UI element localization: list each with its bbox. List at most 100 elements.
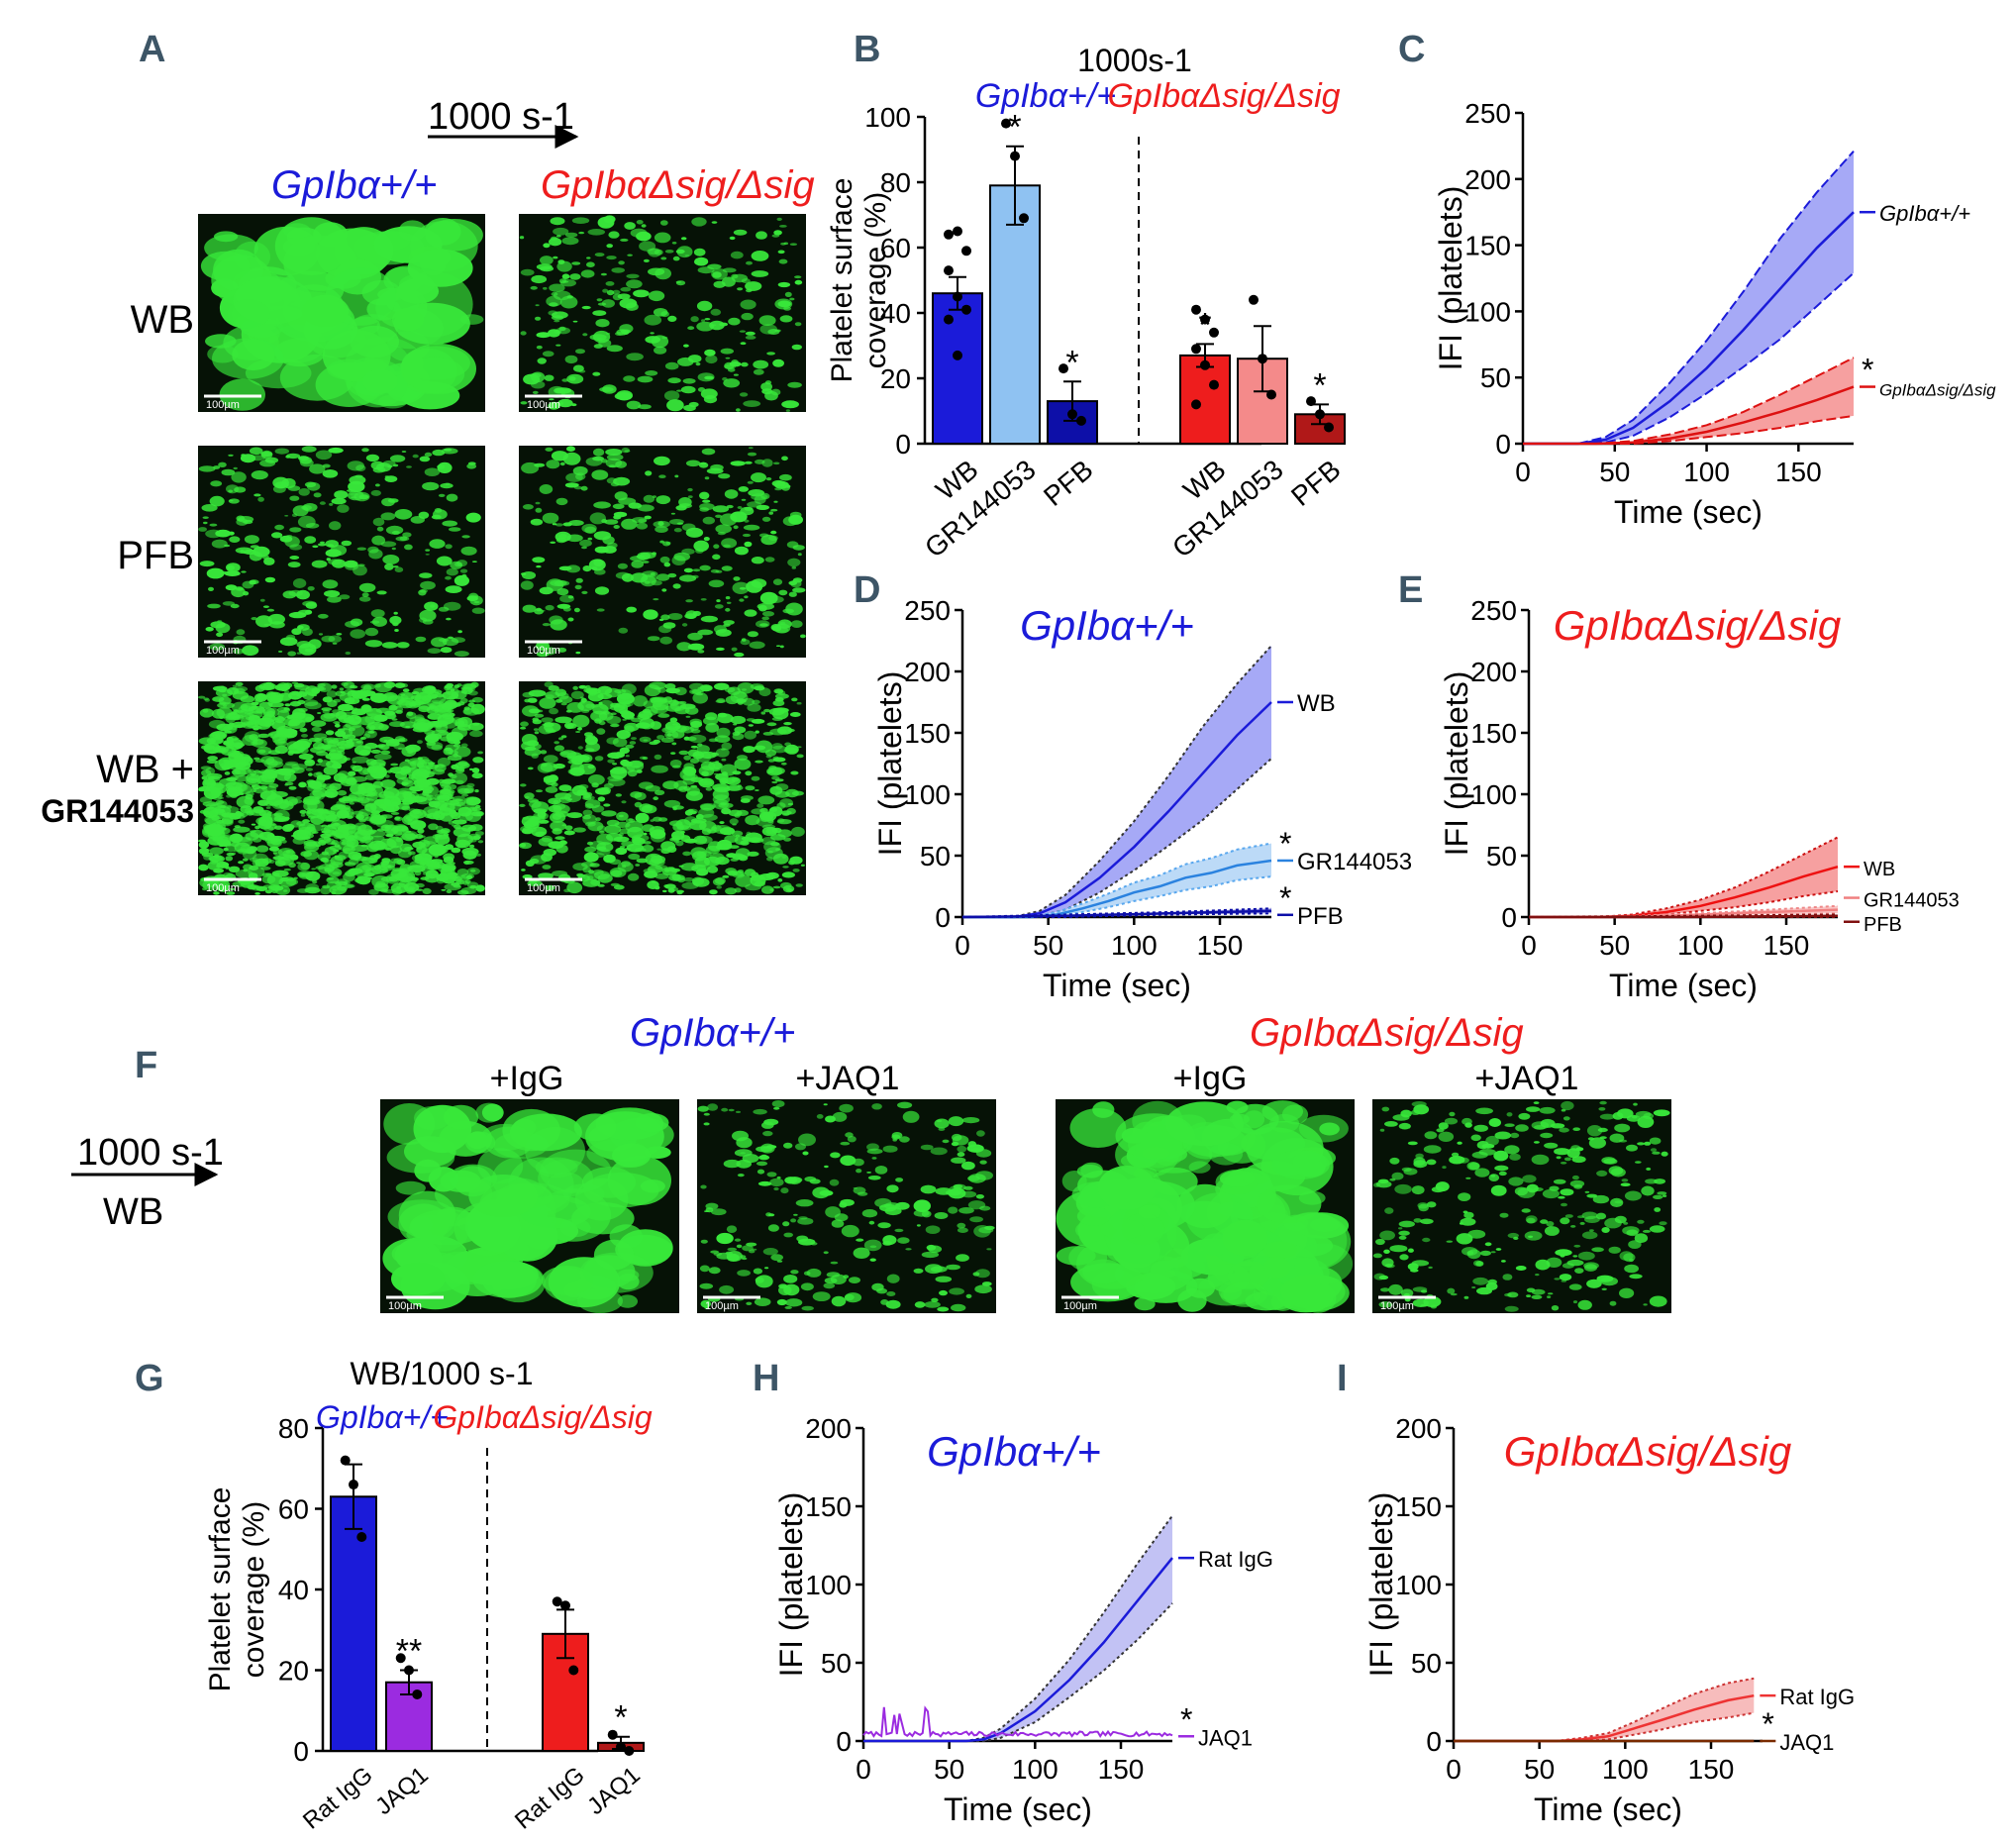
micrograph-f-3-platelet	[1540, 1219, 1549, 1224]
micrograph-a-2-1-platelet	[579, 754, 593, 763]
micrograph-a-0-1-platelet	[550, 217, 565, 226]
micrograph-f-1-platelet	[800, 1282, 814, 1291]
panel-b-data-point	[1258, 354, 1267, 364]
micrograph-a-1-0-platelet	[412, 454, 419, 459]
micrograph-a-2-0-platelet	[417, 828, 425, 834]
micrograph-a-0-1-platelet	[648, 290, 665, 302]
panel-h-series-jaq1-significance: *	[1180, 1701, 1192, 1737]
micrograph-f-3-platelet	[1488, 1118, 1502, 1127]
micrograph-f-1-platelet	[798, 1133, 816, 1147]
micrograph-a-2-0-platelet	[374, 683, 381, 688]
micrograph-f-3-platelet	[1475, 1107, 1493, 1115]
micrograph-a-2-0-platelet	[337, 750, 346, 756]
micrograph-f-1-platelet	[756, 1169, 765, 1175]
micrograph-f-1-platelet	[863, 1239, 882, 1252]
panel-h-ylabel: IFI (platelets)	[773, 1492, 809, 1678]
micrograph-a-0-1-platelet	[700, 388, 718, 400]
micrograph-a-2-1-platelet	[691, 851, 707, 862]
micrograph-a-2-0-platelet	[284, 783, 289, 786]
micrograph-a-2-0-platelet	[209, 803, 223, 809]
micrograph-a-1-0-platelet	[365, 454, 379, 462]
micrograph-a-1-0-platelet	[210, 621, 226, 629]
micrograph-a-2-0-platelet	[223, 704, 228, 707]
micrograph-a-1-1-platelet	[756, 602, 774, 610]
micrograph-a-2-0-platelet	[396, 859, 406, 866]
micrograph-a-2-0-platelet	[415, 882, 425, 888]
micrograph-a-2-0-platelet	[472, 757, 484, 764]
micrograph-a-1-1-platelet	[659, 540, 664, 544]
micrograph-a-1-1-platelet	[591, 469, 609, 480]
micrograph-a-2-0-platelet	[205, 817, 218, 825]
micrograph-f-1-platelet	[921, 1251, 940, 1259]
micrograph-a-1-0-platelet	[305, 609, 313, 615]
micrograph-a-2-0-platelet	[295, 691, 308, 697]
micrograph-a-1-0-platelet	[233, 648, 245, 655]
micrograph-a-0-1-platelet	[582, 333, 588, 337]
micrograph-a-2-1-platelet	[650, 819, 655, 822]
micrograph-a-1-0-platelet	[208, 586, 214, 592]
micrograph-a-1-1-platelet	[539, 586, 554, 595]
micrograph-f-3-platelet	[1649, 1295, 1667, 1307]
micrograph-a-1-1-platelet	[734, 652, 745, 658]
micrograph-a-0-1-platelet	[745, 281, 762, 291]
micrograph-a-1-1-platelet	[744, 506, 754, 511]
micrograph-a-2-0-platelet	[244, 797, 254, 805]
micrograph-a-1-1-platelet	[715, 524, 732, 534]
micrograph-a-2-1-platelet	[564, 722, 574, 730]
micrograph-a-1-1-platelet	[777, 619, 792, 629]
micrograph-a-1-1-platelet	[580, 485, 588, 491]
micrograph-a-1-0-platelet	[467, 461, 476, 465]
micrograph-a-1-0: 100µm	[198, 446, 485, 658]
micrograph-a-2-1-platelet	[520, 783, 527, 787]
micrograph-a-2-1-platelet	[715, 857, 730, 866]
micrograph-a-2-1-platelet	[557, 737, 564, 741]
panel-g-chart: WB/1000 s-1GpIbα+/+GpIbαΔsig/Δsig0204060…	[204, 1356, 653, 1835]
micrograph-a-2-0-platelet	[284, 823, 295, 831]
micrograph-a-2-0-platelet	[425, 734, 440, 743]
micrograph-a-2-0-platelet	[477, 751, 483, 755]
micrograph-a-2-1-platelet	[643, 841, 652, 845]
micrograph-a-2-1-platelet	[529, 858, 540, 865]
micrograph-f-1-platelet	[831, 1295, 847, 1307]
micrograph-a-0-1-platelet	[571, 261, 581, 265]
micrograph-a-2-0-platelet	[400, 683, 409, 688]
micrograph-a-1-1-platelet	[575, 577, 583, 583]
micrograph-a-1-0-platelet	[322, 579, 339, 589]
micrograph-a-2-1-platelet	[527, 767, 534, 770]
micrograph-a-2-1-platelet	[679, 830, 685, 834]
panel-a: 1000 s-1 GpIbα+/+ GpIbαΔsig/Δsig WB PFB …	[41, 96, 815, 895]
micrograph-a-2-1-platelet	[612, 763, 618, 766]
micrograph-f-2-scalebar-label: 100µm	[1063, 1300, 1097, 1312]
micrograph-a-0-1-platelet	[740, 342, 747, 346]
panel-h-title: GpIbα+/+	[927, 1428, 1101, 1475]
micrograph-f-3-platelet	[1398, 1220, 1416, 1228]
micrograph-a-2-0-platelet	[397, 747, 403, 751]
micrograph-a-0-0-platelet	[274, 217, 349, 275]
panel-i-ytick-label: 150	[1395, 1491, 1442, 1522]
micrograph-a-2-1-platelet	[636, 858, 649, 864]
micrograph-a-2-0-platelet	[325, 730, 335, 736]
micrograph-a-2-1-platelet	[585, 703, 596, 709]
micrograph-a-2-1-platelet	[584, 803, 594, 809]
micrograph-a-0-1-platelet	[753, 368, 764, 375]
micrograph-a-1-1-platelet	[536, 564, 542, 568]
micrograph-f-3-platelet	[1372, 1182, 1381, 1187]
micrograph-a-2-1-platelet	[598, 699, 614, 710]
micrograph-f-3-platelet	[1586, 1125, 1603, 1137]
micrograph-a-2-1-platelet	[769, 888, 774, 891]
micrograph-a-2-0-platelet	[387, 865, 392, 869]
micrograph-a-1-1-platelet	[749, 641, 765, 650]
micrograph-a-2-0-platelet	[335, 710, 348, 720]
micrograph-a-0-1-platelet	[753, 359, 769, 369]
micrograph-a-1-0-platelet	[257, 496, 264, 502]
micrograph-a-2-0-platelet	[332, 852, 338, 855]
micrograph-a-2-1-platelet	[669, 837, 680, 842]
micrograph-a-2-0-platelet	[354, 716, 361, 720]
micrograph-a-2-0-platelet	[283, 868, 291, 871]
micrograph-a-1-0-platelet	[441, 448, 458, 455]
micrograph-a-0-1-platelet	[540, 256, 554, 265]
micrograph-a-0-1-platelet	[535, 316, 542, 321]
micrograph-a-1-1-platelet	[775, 645, 781, 647]
micrograph-f-3-platelet	[1637, 1115, 1655, 1128]
micrograph-a-1-1-platelet	[593, 448, 605, 457]
